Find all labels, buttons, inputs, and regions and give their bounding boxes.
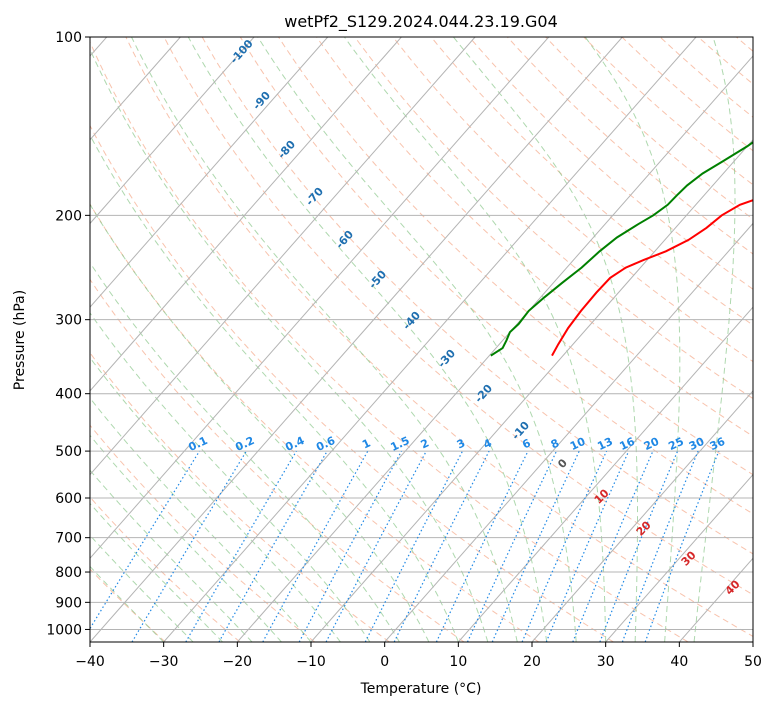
y-tick-label: 1000 bbox=[46, 622, 82, 638]
mixing-ratio-line bbox=[599, 450, 679, 642]
moist-adiabat-line bbox=[584, 37, 681, 642]
y-tick-label: 800 bbox=[55, 565, 82, 581]
moist-adiabat-line bbox=[693, 37, 736, 642]
dry-adiabat-line bbox=[90, 203, 540, 642]
y-tick-label: 100 bbox=[55, 30, 82, 46]
isotherm-line bbox=[90, 37, 255, 225]
isotherm-line bbox=[90, 37, 181, 141]
dry-adiabat-line bbox=[163, 37, 753, 596]
isotherm-line bbox=[457, 306, 753, 642]
isotherm-line bbox=[605, 473, 753, 642]
x-axis-label: Temperature (°C) bbox=[360, 681, 482, 697]
dewpoint-profile-line bbox=[490, 140, 753, 357]
x-tick-label: −20 bbox=[223, 654, 253, 670]
dry-adiabat-line bbox=[90, 424, 316, 642]
mixing-ratio-label: 36 bbox=[708, 435, 728, 453]
moist-adiabat-line bbox=[90, 356, 341, 642]
x-tick-label: 50 bbox=[744, 654, 762, 670]
isotherm-line bbox=[384, 222, 753, 642]
background-lines bbox=[90, 37, 753, 642]
dry-adiabat-line bbox=[201, 37, 753, 555]
mixing-ratio-line bbox=[621, 450, 699, 642]
mixing-ratio-line bbox=[90, 450, 201, 630]
x-tick-label: −40 bbox=[75, 654, 105, 670]
mixing-ratio-label: 10 bbox=[568, 435, 588, 453]
isotherm-line bbox=[90, 37, 329, 308]
y-tick-label: 900 bbox=[55, 595, 82, 611]
y-tick-label: 700 bbox=[55, 531, 82, 547]
mixing-ratio-line bbox=[572, 450, 654, 642]
mixing-ratio-label: 20 bbox=[642, 435, 662, 453]
moist-adiabat-line bbox=[187, 37, 548, 642]
x-tick-label: 0 bbox=[380, 654, 389, 670]
x-axis: −40 −30 −20 −10 0 10 20 30 40 50 bbox=[75, 642, 762, 670]
dry-adiabat-line bbox=[90, 124, 614, 642]
isotherm-line bbox=[531, 390, 753, 642]
mixing-ratio-line bbox=[393, 450, 490, 642]
moist-adiabat-line bbox=[343, 37, 607, 642]
dry-adiabat-line bbox=[583, 37, 753, 186]
moist-adiabat-line bbox=[90, 134, 459, 642]
isotherm-line bbox=[90, 37, 402, 392]
mixing-ratio-line bbox=[218, 450, 328, 642]
dry-adiabat-line bbox=[316, 37, 753, 437]
mixing-ratio-label: 25 bbox=[666, 435, 685, 453]
moist-adiabat-line bbox=[90, 469, 253, 642]
isotherm-line bbox=[90, 37, 476, 476]
moist-adiabat-line bbox=[90, 312, 371, 642]
temperature-profile-line bbox=[551, 199, 753, 357]
dry-adiabat-line bbox=[90, 352, 390, 642]
moist-adiabat-line bbox=[90, 203, 430, 642]
y-tick-label: 300 bbox=[55, 313, 82, 329]
isotherm-line bbox=[90, 37, 550, 560]
mixing-ratio-label: 13 bbox=[595, 435, 614, 453]
profile-series bbox=[490, 140, 753, 357]
mixing-ratio-line bbox=[521, 450, 608, 642]
dry-adiabat-line bbox=[354, 37, 753, 400]
y-axis-label: Pressure (hPa) bbox=[12, 290, 28, 390]
x-tick-label: −30 bbox=[149, 654, 179, 670]
moist-adiabat-line bbox=[90, 434, 282, 642]
mixing-ratio-line bbox=[644, 450, 720, 642]
y-tick-label: 500 bbox=[55, 444, 82, 460]
mixing-ratio-line bbox=[545, 450, 630, 642]
plot-frame bbox=[89, 36, 754, 643]
y-axis: 100 200 300 400 500 600 700 800 900 1000 bbox=[46, 30, 90, 638]
isotherm-line bbox=[236, 55, 753, 642]
dry-adiabat-line bbox=[621, 37, 753, 152]
mixing-ratio-label: 30 bbox=[687, 435, 707, 453]
moist-adiabat-line bbox=[453, 37, 638, 642]
mixing-ratio-label: 16 bbox=[618, 435, 638, 453]
dry-adiabat-line bbox=[468, 37, 753, 290]
dry-adiabat-line bbox=[392, 37, 753, 363]
y-tick-label: 600 bbox=[55, 491, 82, 507]
dry-adiabat-line bbox=[90, 40, 689, 642]
isotherm-line bbox=[163, 37, 697, 642]
mixing-ratio-line bbox=[298, 450, 403, 642]
dry-adiabat-line bbox=[430, 37, 753, 326]
x-tick-label: −10 bbox=[296, 654, 326, 670]
isotherm-line bbox=[90, 37, 623, 642]
y-tick-label: 400 bbox=[55, 387, 82, 403]
x-tick-label: 40 bbox=[670, 654, 688, 670]
mixing-ratio-line bbox=[364, 450, 464, 642]
y-tick-label: 200 bbox=[55, 208, 82, 224]
mixing-ratio-line bbox=[262, 450, 369, 642]
dry-adiabat-line bbox=[125, 37, 753, 638]
moist-adiabat-line bbox=[90, 48, 489, 642]
x-tick-label: 20 bbox=[523, 654, 541, 670]
chart-title: wetPf2_S129.2024.044.23.19.G04 bbox=[284, 12, 558, 32]
x-tick-label: 30 bbox=[597, 654, 615, 670]
isotherm-line bbox=[310, 138, 753, 642]
dry-adiabat-line bbox=[239, 37, 753, 515]
moist-adiabat-line bbox=[257, 37, 577, 642]
moist-adiabat-line bbox=[131, 37, 518, 642]
x-tick-label: 10 bbox=[449, 654, 467, 670]
